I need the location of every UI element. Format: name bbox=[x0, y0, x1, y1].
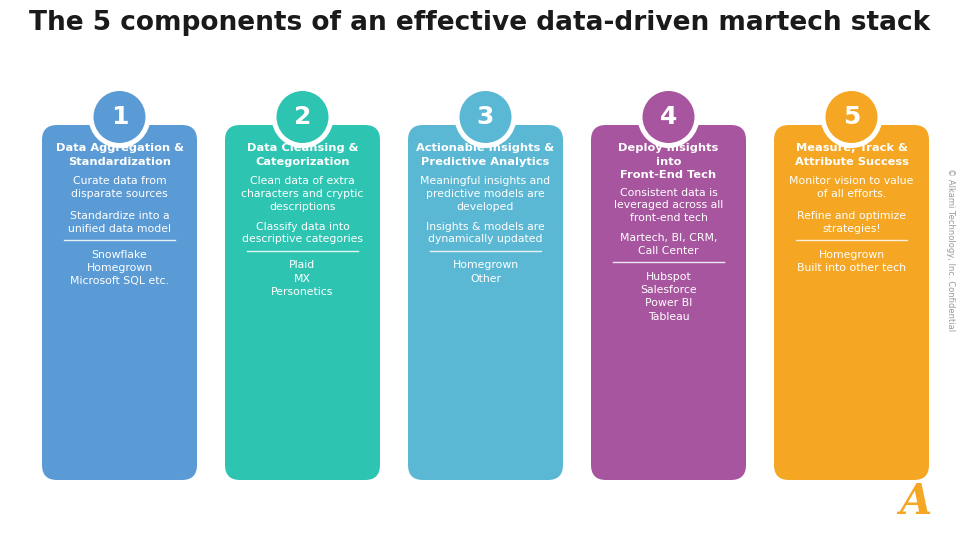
Text: The 5 components of an effective data-driven martech stack: The 5 components of an effective data-dr… bbox=[30, 10, 930, 36]
Text: 3: 3 bbox=[477, 105, 494, 129]
FancyBboxPatch shape bbox=[225, 125, 380, 480]
Text: Meaningful insights and
predictive models are
developed: Meaningful insights and predictive model… bbox=[420, 176, 551, 212]
Text: Insights & models are
dynamically updated: Insights & models are dynamically update… bbox=[426, 221, 545, 244]
Circle shape bbox=[460, 91, 512, 143]
Text: Snowflake
Homegrown
Microsoft SQL etc.: Snowflake Homegrown Microsoft SQL etc. bbox=[70, 250, 169, 286]
Circle shape bbox=[276, 91, 328, 143]
Text: Actionable Insights &
Predictive Analytics: Actionable Insights & Predictive Analyti… bbox=[417, 143, 555, 167]
Circle shape bbox=[826, 91, 877, 143]
Text: Deploy Insights
into
Front-End Tech: Deploy Insights into Front-End Tech bbox=[618, 143, 719, 180]
Text: Data Aggregation &
Standardization: Data Aggregation & Standardization bbox=[56, 143, 183, 167]
Circle shape bbox=[93, 91, 146, 143]
Text: 2: 2 bbox=[294, 105, 311, 129]
FancyBboxPatch shape bbox=[591, 125, 746, 480]
Text: Homegrown
Other: Homegrown Other bbox=[452, 260, 518, 284]
FancyBboxPatch shape bbox=[774, 125, 929, 480]
FancyBboxPatch shape bbox=[408, 125, 563, 480]
Text: Curate data from
disparate sources: Curate data from disparate sources bbox=[71, 176, 168, 199]
Text: 4: 4 bbox=[660, 105, 677, 129]
Text: Plaid
MX
Personetics: Plaid MX Personetics bbox=[272, 260, 334, 297]
FancyBboxPatch shape bbox=[42, 125, 197, 480]
Text: 5: 5 bbox=[843, 105, 860, 129]
Text: Refine and optimize
strategies!: Refine and optimize strategies! bbox=[797, 211, 906, 234]
Text: Homegrown
Built into other tech: Homegrown Built into other tech bbox=[797, 250, 906, 273]
Circle shape bbox=[642, 91, 694, 143]
Text: Clean data of extra
characters and cryptic
descriptions: Clean data of extra characters and crypt… bbox=[241, 176, 364, 212]
Circle shape bbox=[821, 86, 882, 148]
Text: Measure, Track &
Attribute Success: Measure, Track & Attribute Success bbox=[795, 143, 908, 167]
Text: Martech, BI, CRM,
Call Center: Martech, BI, CRM, Call Center bbox=[620, 233, 717, 256]
Circle shape bbox=[637, 86, 700, 148]
Text: Standardize into a
unified data model: Standardize into a unified data model bbox=[68, 211, 171, 234]
Circle shape bbox=[272, 86, 333, 148]
Text: Monitor vision to value
of all efforts.: Monitor vision to value of all efforts. bbox=[789, 176, 914, 199]
Text: Consistent data is
leveraged across all
front-end tech: Consistent data is leveraged across all … bbox=[613, 187, 723, 223]
Text: Data Cleansing &
Categorization: Data Cleansing & Categorization bbox=[247, 143, 358, 167]
Text: © Alkami Technology, Inc. Confidential: © Alkami Technology, Inc. Confidential bbox=[946, 168, 954, 332]
Text: A: A bbox=[899, 481, 931, 523]
Text: 1: 1 bbox=[110, 105, 129, 129]
Circle shape bbox=[454, 86, 516, 148]
Circle shape bbox=[88, 86, 151, 148]
Text: Classify data into
descriptive categories: Classify data into descriptive categorie… bbox=[242, 221, 363, 244]
Text: Hubspot
Salesforce
Power BI
Tableau: Hubspot Salesforce Power BI Tableau bbox=[640, 272, 697, 322]
